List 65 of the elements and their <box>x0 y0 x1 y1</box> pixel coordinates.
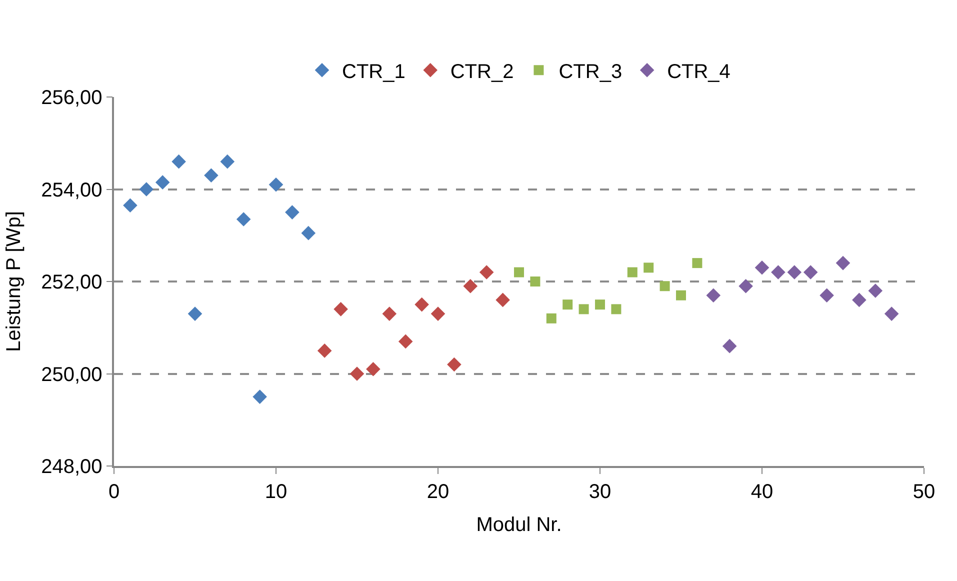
point <box>787 265 802 280</box>
point <box>155 175 170 190</box>
point <box>398 334 413 349</box>
point <box>884 306 899 321</box>
point <box>578 304 589 314</box>
point <box>350 366 364 381</box>
point <box>317 344 332 358</box>
y-tick-label: 254,00 <box>41 179 102 202</box>
point <box>334 302 348 316</box>
point <box>738 278 753 294</box>
x-tick-label: 30 <box>588 480 612 503</box>
x-tick-label: 10 <box>264 480 288 503</box>
y-tick-label: 252,00 <box>41 272 102 294</box>
point <box>188 306 202 321</box>
point <box>172 154 186 169</box>
legend-label: CTR_2 <box>450 60 514 83</box>
point <box>123 198 138 213</box>
point <box>852 292 866 308</box>
point <box>268 177 284 192</box>
point <box>301 226 316 240</box>
point <box>430 306 446 321</box>
point <box>692 258 702 268</box>
point <box>204 168 218 183</box>
point <box>479 265 494 280</box>
x-tick-label: 40 <box>750 480 774 503</box>
point <box>530 276 540 286</box>
y-tick-label: 248,00 <box>41 456 102 478</box>
point <box>660 281 670 292</box>
point <box>236 212 251 226</box>
point <box>644 262 654 273</box>
point <box>595 300 605 310</box>
point <box>514 267 524 278</box>
point <box>771 265 786 280</box>
point <box>366 362 380 376</box>
x-tick-label: 20 <box>426 480 450 503</box>
point <box>220 154 235 169</box>
point <box>611 304 622 314</box>
point <box>252 390 267 404</box>
point <box>139 182 154 196</box>
legend-label: CTR_4 <box>667 60 730 83</box>
point <box>285 205 300 220</box>
y-tick-label: 256,00 <box>41 87 102 109</box>
point <box>820 288 834 302</box>
point <box>447 357 462 372</box>
point <box>414 297 429 312</box>
point <box>382 306 397 321</box>
point <box>676 290 686 300</box>
point <box>754 260 770 275</box>
y-tick-label: 250,00 <box>41 364 102 386</box>
point <box>868 284 883 298</box>
point <box>627 267 638 278</box>
point <box>722 338 737 354</box>
point <box>496 292 510 308</box>
point <box>546 313 556 324</box>
x-axis-title: Modul Nr. <box>476 514 562 536</box>
point <box>562 300 573 310</box>
point <box>803 265 818 280</box>
point <box>463 278 478 294</box>
legend-label: CTR_1 <box>342 60 406 83</box>
x-tick-label: 50 <box>912 480 936 503</box>
y-axis-title: Leistung P [Wp] <box>3 211 26 352</box>
point <box>836 256 850 270</box>
legend-label: CTR_3 <box>558 60 622 83</box>
x-tick-label: 0 <box>108 480 120 503</box>
point <box>706 288 721 302</box>
